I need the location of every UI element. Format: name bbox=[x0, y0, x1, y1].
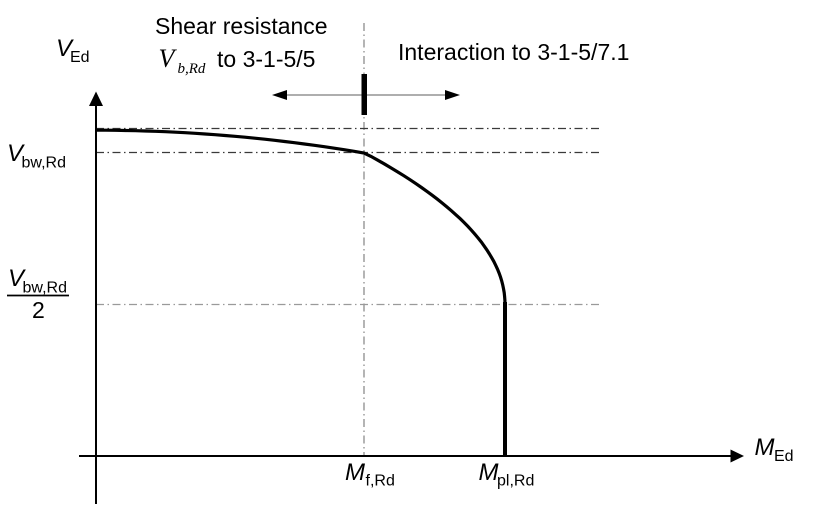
svg-text:b,Rd: b,Rd bbox=[178, 61, 206, 77]
svg-text:to 3-1-5/5: to 3-1-5/5 bbox=[217, 46, 315, 72]
svg-text:V: V bbox=[159, 44, 178, 73]
svg-text:Ed: Ed bbox=[70, 49, 90, 66]
svg-text:f,Rd: f,Rd bbox=[366, 473, 395, 490]
svg-text:bw,Rd: bw,Rd bbox=[23, 280, 67, 297]
svg-text:2: 2 bbox=[32, 297, 45, 323]
svg-text:M: M bbox=[479, 459, 499, 486]
svg-text:Shear resistance: Shear resistance bbox=[155, 13, 328, 39]
svg-text:bw,Rd: bw,Rd bbox=[22, 155, 66, 172]
svg-text:Interaction to 3-1-5/7.1: Interaction to 3-1-5/7.1 bbox=[398, 39, 629, 65]
svg-text:V: V bbox=[56, 35, 74, 62]
svg-text:V: V bbox=[8, 265, 26, 292]
svg-text:pl,Rd: pl,Rd bbox=[497, 473, 534, 490]
svg-text:M: M bbox=[755, 434, 775, 461]
svg-text:V: V bbox=[7, 140, 25, 167]
svg-text:Ed: Ed bbox=[774, 448, 794, 465]
svg-text:M: M bbox=[345, 459, 365, 486]
